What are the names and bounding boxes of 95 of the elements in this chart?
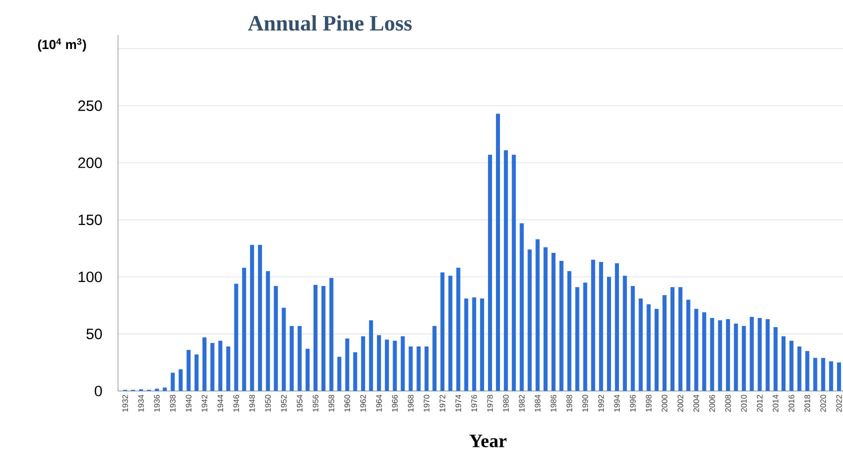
bar [512,154,516,391]
bar [718,320,722,391]
bar [638,298,643,391]
bar [353,352,358,391]
bar [520,223,524,391]
bar [837,362,842,391]
bar [369,320,374,391]
bar [384,340,389,391]
bar [630,286,635,391]
bar [821,358,826,391]
bar [329,278,334,391]
bar [464,298,468,391]
bar [726,319,730,391]
y-tick-label: 0 [94,386,102,396]
bar [298,326,302,391]
bar [742,326,746,391]
bar [242,268,246,391]
bar [480,298,484,391]
bar [622,276,627,391]
bar [678,287,682,391]
bar [551,252,556,391]
bar [202,337,206,391]
y-tick-label: 50 [86,328,102,340]
bar [559,260,564,391]
bar [274,286,278,391]
bar [186,350,191,391]
bar [662,295,667,391]
bar [361,336,366,391]
bar [282,308,286,391]
bar [544,247,548,391]
y-tick-label: 100 [78,272,102,282]
y-tick-label: 150 [78,214,102,226]
bar [416,346,421,391]
bar [432,326,436,391]
bar [250,244,254,391]
bar [488,154,492,391]
bar [813,358,818,391]
bar [337,356,342,391]
bar [702,312,706,391]
bar [536,239,540,391]
bar [567,271,572,391]
bar [408,346,413,391]
bar [400,336,405,391]
bar [575,287,580,391]
bar [472,297,476,391]
bar [376,335,381,391]
bar [290,326,294,391]
bar [750,316,754,391]
bar [614,263,619,391]
bar [797,346,802,391]
bar [392,340,397,391]
y-axis-title: (10$^{4}$ m$^{3}$) [38,38,86,52]
bar [710,318,714,391]
bar [583,282,588,391]
bar [789,340,794,391]
bar [345,338,350,391]
bar [456,268,460,391]
bar [178,369,183,391]
bar [258,244,262,391]
bar [424,346,429,391]
bar [162,388,167,391]
bar [210,343,214,391]
bar [321,286,326,391]
bar [496,114,500,391]
bar [528,249,532,391]
bar [686,300,690,391]
bar [218,340,222,391]
bar [654,308,659,391]
bar [306,348,310,391]
bar [646,304,651,391]
bar [226,346,230,391]
bar [504,150,508,391]
bar [170,372,175,391]
bar [774,327,778,391]
bar [766,319,770,391]
chart-title: Annual Pine Loss [248,15,412,31]
bar [805,351,810,391]
bar [694,308,698,391]
bar [734,324,738,391]
y-tick-label: 200 [78,157,102,168]
bar [234,284,238,391]
bar [448,276,452,391]
y-tick-label: 250 [78,100,102,112]
bar [670,287,674,391]
bar [266,271,270,391]
bar [829,361,834,391]
bar [314,284,318,391]
bar [758,318,762,391]
bar [440,272,444,391]
bar [194,354,199,391]
bar [591,260,596,391]
bar [607,276,612,391]
bar [599,262,604,391]
x-axis-title: Year [469,434,507,448]
bar [782,336,786,391]
